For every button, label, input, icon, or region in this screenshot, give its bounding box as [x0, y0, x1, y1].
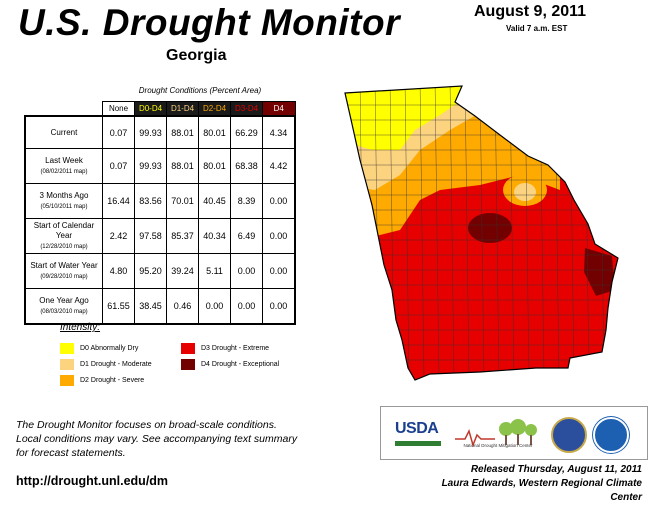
- intensity-label: Intensity:: [60, 322, 101, 333]
- row-label-text: Last Week: [45, 155, 83, 165]
- table-row: One Year Ago (08/03/2010 map) 61.55 38.45…: [24, 288, 296, 325]
- d4-coastal: [584, 248, 615, 296]
- table-row: 3 Months Ago (05/10/2011 map) 16.44 83.56…: [24, 183, 296, 219]
- table-cell: 99.93: [134, 148, 167, 184]
- row-label-sub: (08/02/2011 map): [40, 168, 88, 175]
- legend-item-d3: D3 Drought - Extreme: [181, 343, 269, 354]
- d1-swatch: [60, 359, 74, 370]
- legend-item-d2: D2 Drought - Severe: [60, 375, 144, 386]
- col-header-d4: D4: [262, 101, 296, 117]
- table-cell: 8.39: [230, 183, 263, 219]
- author: Laura Edwards, Western Regional Climate …: [441, 478, 642, 503]
- noaa-logo: [593, 417, 629, 453]
- table-cell: 0.00: [262, 218, 296, 254]
- legend-item-d0: D0 Abnormally Dry: [60, 343, 138, 354]
- col-header-d0-d4: D0-D4: [134, 101, 167, 117]
- table-row: Last Week (08/02/2011 map) 0.07 99.93 88.…: [24, 148, 296, 184]
- valid-time: Valid 7 a.m. EST: [506, 24, 568, 33]
- row-label-text: 3 Months Ago: [39, 190, 89, 200]
- table-cell: 0.07: [102, 115, 135, 149]
- commerce-seal: [551, 417, 587, 453]
- d3-hole: [514, 183, 536, 201]
- table-cell: 6.49: [230, 218, 263, 254]
- table-cell: 88.01: [166, 148, 199, 184]
- row-label-sub: (12/28/2010 map): [40, 243, 88, 250]
- release-date: Released Thursday, August 11, 2011: [470, 464, 642, 475]
- d4-swatch: [181, 359, 195, 370]
- legend-label: D1 Drought - Moderate: [80, 361, 152, 368]
- table-cell: 0.00: [230, 288, 263, 325]
- ndmc-label: National Drought Mitigation Center: [463, 443, 533, 448]
- row-label-sub: (08/03/2010 map): [40, 308, 88, 315]
- table-cell: 4.42: [262, 148, 296, 184]
- legend-label: D4 Drought - Exceptional: [201, 361, 280, 368]
- row-label-text: Current: [50, 127, 78, 137]
- row-label-text: One Year Ago: [39, 295, 89, 305]
- map-date: August 9, 2011: [474, 3, 587, 20]
- d4-central: [468, 213, 512, 243]
- d0-swatch: [60, 343, 74, 354]
- row-label-text: Start of Water Year: [30, 260, 98, 270]
- note-line: for forecast statements.: [16, 447, 126, 459]
- usda-logo-bar: [395, 441, 441, 446]
- state-outline: [344, 85, 619, 381]
- table-cell: 0.07: [102, 148, 135, 184]
- table-cell: 88.01: [166, 115, 199, 149]
- table-cell: 68.38: [230, 148, 263, 184]
- table-cell: 5.11: [198, 253, 231, 289]
- drought-monitor-link[interactable]: http://drought.unl.edu/dm: [16, 474, 169, 488]
- drought-conditions-table: None D0-D4 D1-D4 D2-D4 D3-D4 D4 Current …: [24, 101, 296, 325]
- table-cell: 95.20: [134, 253, 167, 289]
- table-cell: 0.00: [262, 288, 296, 325]
- region-name: Georgia: [166, 47, 227, 64]
- table-row: Start of Calendar Year (12/28/2010 map) 2…: [24, 218, 296, 254]
- row-label-sub: (05/10/2011 map): [40, 203, 88, 210]
- legend-label: D3 Drought - Extreme: [201, 345, 270, 352]
- table-cell: 39.24: [166, 253, 199, 289]
- table-cell: 0.00: [230, 253, 263, 289]
- table-row: Start of Water Year (09/28/2010 map) 4.80…: [24, 253, 296, 289]
- disclaimer-note: The Drought Monitor focuses on broad-sca…: [16, 418, 297, 460]
- row-label-sub: (09/28/2010 map): [40, 273, 88, 280]
- row-label: One Year Ago (08/03/2010 map): [24, 288, 103, 325]
- row-label-text: Start of Calendar Year: [33, 220, 95, 240]
- usda-logo: USDA: [395, 420, 439, 437]
- table-cell: 83.56: [134, 183, 167, 219]
- table-cell: 4.34: [262, 115, 296, 149]
- table-cell: 0.00: [262, 253, 296, 289]
- table-cell: 40.34: [198, 218, 231, 254]
- release-info: Released Thursday, August 11, 2011 Laura…: [430, 463, 642, 505]
- legend-item-d1: D1 Drought - Moderate: [60, 359, 152, 370]
- partner-logos: USDA National Drought Mitigation Center: [380, 406, 648, 460]
- legend-label: D2 Drought - Severe: [80, 377, 145, 384]
- table-cell: 61.55: [102, 288, 135, 325]
- ndmc-logo: [455, 419, 537, 448]
- table-cell: 38.45: [134, 288, 167, 325]
- col-header-d1-d4: D1-D4: [166, 101, 199, 117]
- note-line: The Drought Monitor focuses on broad-sca…: [16, 419, 277, 431]
- note-line: Local conditions may vary. See accompany…: [16, 433, 298, 445]
- d3-swatch: [181, 343, 195, 354]
- table-header-row: None D0-D4 D1-D4 D2-D4 D3-D4 D4: [25, 101, 296, 117]
- legend-item-d4: D4 Drought - Exceptional: [181, 359, 279, 370]
- legend-label: D0 Abnormally Dry: [80, 345, 139, 352]
- map-title: U.S. Drought Monitor: [18, 2, 400, 43]
- col-header-none: None: [102, 101, 135, 117]
- d0-region: [345, 86, 462, 150]
- d2-swatch: [60, 375, 74, 386]
- row-label: Start of Water Year (09/28/2010 map): [24, 253, 103, 289]
- table-cell: 70.01: [166, 183, 199, 219]
- row-label: Start of Calendar Year (12/28/2010 map): [24, 218, 103, 254]
- table-cell: 80.01: [198, 148, 231, 184]
- table-cell: 4.80: [102, 253, 135, 289]
- table-cell: 85.37: [166, 218, 199, 254]
- table-caption: Drought Conditions (Percent Area): [138, 86, 262, 95]
